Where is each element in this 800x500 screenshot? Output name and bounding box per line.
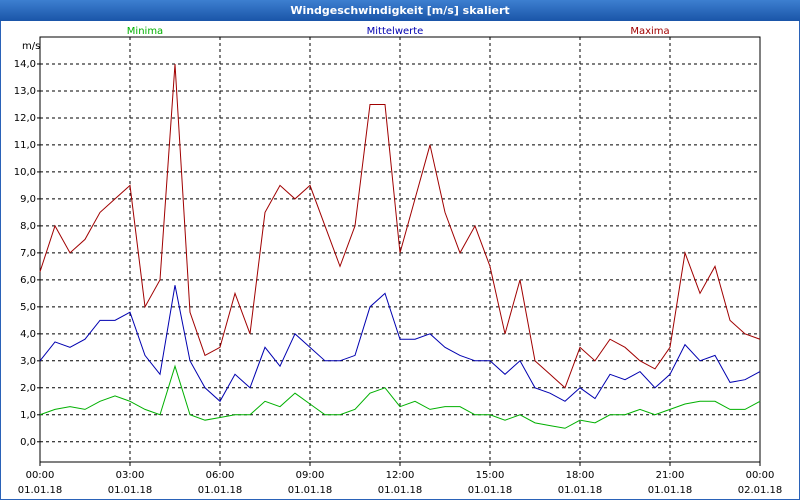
x-tick-label: 06:00 [206, 470, 235, 481]
x-tick-date: 01.01.18 [558, 485, 603, 496]
legend-label: Mittelwerte [367, 26, 424, 37]
y-tick-label: 4,0 [20, 329, 36, 340]
y-tick-label: 2,0 [20, 383, 36, 394]
x-tick-label: 21:00 [656, 470, 685, 481]
y-tick-label: 6,0 [20, 275, 36, 286]
y-tick-label: 9,0 [20, 194, 36, 205]
x-tick-label: 00:00 [746, 470, 775, 481]
y-tick-label: 5,0 [20, 302, 36, 313]
title-bar [0, 0, 800, 21]
x-tick-label: 12:00 [386, 470, 415, 481]
y-tick-label: 3,0 [20, 356, 36, 367]
x-tick-date: 01.01.18 [108, 485, 153, 496]
legend-label: Maxima [630, 26, 669, 37]
x-tick-label: 03:00 [116, 470, 145, 481]
x-tick-date: 02.01.18 [738, 485, 783, 496]
y-tick-label: 1,0 [20, 410, 36, 421]
x-tick-date: 01.01.18 [18, 485, 63, 496]
y-tick-label: 13,0 [14, 86, 36, 97]
legend-label: Minima [127, 26, 163, 37]
x-tick-label: 00:00 [26, 470, 55, 481]
x-tick-label: 09:00 [296, 470, 325, 481]
x-tick-date: 01.01.18 [378, 485, 423, 496]
series-line [39, 63, 761, 389]
chart-title: Windgeschwindigkeit [m/s] skaliert [290, 4, 509, 17]
y-tick-label: 14,0 [14, 59, 36, 70]
x-tick-date: 01.01.18 [648, 485, 693, 496]
series-line [39, 285, 761, 403]
y-unit: m/s [22, 41, 40, 52]
y-tick-label: 7,0 [20, 248, 36, 259]
y-tick-label: 8,0 [20, 221, 36, 232]
x-tick-date: 01.01.18 [468, 485, 513, 496]
plot-frame [39, 36, 761, 463]
x-tick-label: 18:00 [566, 470, 595, 481]
x-tick-label: 15:00 [476, 470, 505, 481]
series-line [39, 364, 761, 429]
y-tick-label: 11,0 [14, 140, 36, 151]
x-tick-date: 01.01.18 [288, 485, 333, 496]
y-tick-label: 0,0 [20, 437, 36, 448]
y-tick-label: 10,0 [14, 167, 36, 178]
y-tick-label: 12,0 [14, 113, 36, 124]
x-tick-date: 01.01.18 [198, 485, 243, 496]
